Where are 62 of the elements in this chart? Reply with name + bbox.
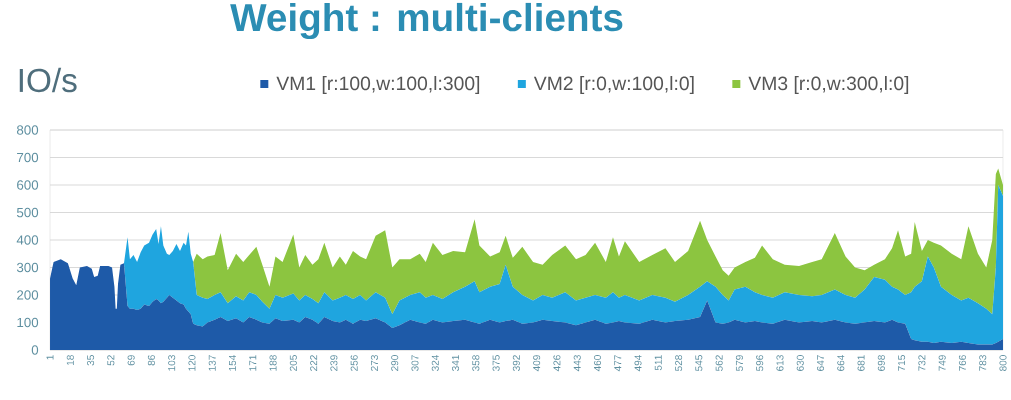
y-tick-label: 600 bbox=[17, 180, 39, 190]
legend-label: VM2 [r:0,w:100,l:0] bbox=[533, 76, 694, 95]
x-tick-label: 596 bbox=[756, 355, 764, 371]
x-tick-label: 579 bbox=[735, 355, 743, 371]
y-tick-label: 300 bbox=[16, 262, 39, 273]
legend-label: VM1 [r:100,w:100,l:300] bbox=[276, 76, 480, 95]
x-tick-label: 749 bbox=[938, 355, 946, 371]
x-tick-label: 647 bbox=[816, 355, 825, 371]
x-tick-label: 86 bbox=[147, 355, 155, 366]
x-tick-label: 341 bbox=[452, 355, 460, 371]
x-tick-label: 630 bbox=[796, 355, 804, 371]
x-tick-label: 460 bbox=[593, 355, 602, 372]
x-tick-label: 256 bbox=[350, 355, 358, 371]
x-tick-label: 681 bbox=[857, 355, 865, 371]
x-tick-label: 800 bbox=[999, 355, 1007, 371]
x-tick-label: 409 bbox=[533, 355, 541, 372]
y-tick-label: 100 bbox=[17, 317, 39, 328]
x-tick-label: 120 bbox=[188, 355, 196, 371]
x-tick-label: 171 bbox=[249, 355, 257, 371]
y-tick-label: 800 bbox=[16, 125, 39, 135]
x-tick-label: 528 bbox=[675, 355, 683, 371]
x-tick-label: 358 bbox=[472, 355, 480, 371]
x-tick-label: 545 bbox=[695, 355, 703, 371]
y-tick-label: 500 bbox=[16, 207, 39, 218]
x-tick-label: 222 bbox=[310, 355, 318, 371]
legend-label: VM3 [r:0,w:300,l:0] bbox=[748, 76, 909, 95]
x-tick-label: 137 bbox=[208, 355, 216, 371]
x-tick-label: 392 bbox=[512, 355, 520, 371]
x-tick-label: 375 bbox=[492, 355, 500, 371]
x-tick-label: 154 bbox=[229, 354, 236, 371]
y-axis-title: IO/s bbox=[19, 67, 77, 93]
x-tick-label: 188 bbox=[269, 355, 277, 371]
x-tick-label: 494 bbox=[634, 354, 642, 372]
x-tick-label: 52 bbox=[107, 355, 115, 366]
x-tick-label: 613 bbox=[776, 355, 784, 371]
x-tick-label: 783 bbox=[979, 355, 987, 371]
x-tick-label: 698 bbox=[877, 355, 885, 371]
x-tick-label: 664 bbox=[837, 354, 845, 371]
x-tick-label: 35 bbox=[87, 355, 95, 366]
x-tick-label: 1 bbox=[46, 355, 54, 360]
x-tick-label: 273 bbox=[370, 355, 378, 371]
y-tick-label: 200 bbox=[17, 290, 39, 300]
x-tick-label: 766 bbox=[958, 355, 966, 371]
x-tick-label: 732 bbox=[918, 355, 926, 371]
y-tick-label: 400 bbox=[16, 235, 39, 245]
x-tick-label: 443 bbox=[573, 355, 581, 372]
x-tick-label: 69 bbox=[127, 355, 135, 366]
x-tick-label: 307 bbox=[411, 355, 419, 371]
x-tick-label: 103 bbox=[168, 355, 176, 371]
x-tick-label: 426 bbox=[553, 355, 561, 372]
x-tick-label: 290 bbox=[391, 355, 399, 371]
chart-title: Weight : multi-clients bbox=[230, 2, 623, 40]
x-tick-label: 239 bbox=[330, 355, 338, 371]
y-tick-label: 700 bbox=[17, 152, 39, 163]
x-tick-label: 562 bbox=[715, 355, 723, 371]
x-tick-label: 324 bbox=[431, 354, 439, 371]
x-tick-label: 18 bbox=[66, 355, 74, 366]
x-tick-label: 511 bbox=[654, 355, 662, 371]
x-tick-label: 477 bbox=[614, 355, 622, 372]
x-tick-label: 205 bbox=[289, 355, 297, 371]
x-tick-label: 715 bbox=[898, 355, 906, 371]
y-tick-label: 0 bbox=[31, 345, 39, 355]
